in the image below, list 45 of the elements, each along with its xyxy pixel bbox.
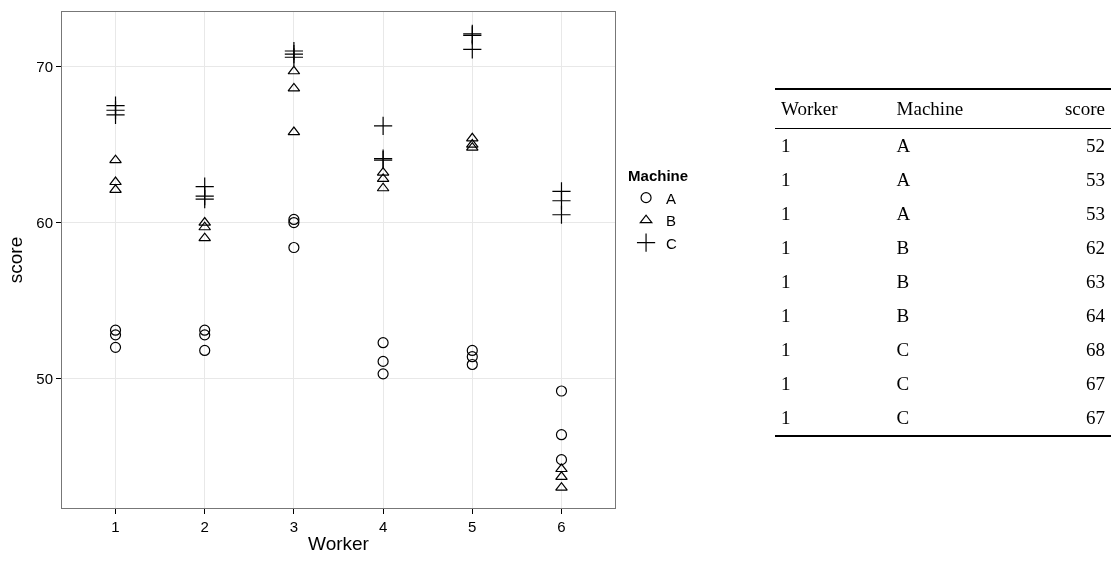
text: 1 (781, 237, 791, 258)
category-label: Machine (890, 89, 1024, 129)
text: 1 (781, 169, 791, 190)
text: 53 (1086, 169, 1105, 190)
text: C (896, 339, 910, 360)
x-tick-label: 3 (289, 518, 299, 535)
x-tick-label: 2 (200, 518, 209, 535)
text: 53 (1086, 203, 1105, 224)
text: A (896, 203, 911, 224)
text: C (896, 373, 910, 394)
legend-label: A (666, 189, 677, 207)
text: 1 (781, 135, 791, 156)
y-axis-title: score (5, 236, 27, 284)
text: C (896, 407, 910, 428)
text: 1 (781, 373, 791, 394)
y-tick-label: 50 (36, 369, 53, 387)
text: 67 (1086, 373, 1105, 394)
text: 52 (1086, 135, 1105, 156)
legend-title: Machine (628, 167, 689, 185)
text: B (896, 305, 910, 326)
x-tick-label: 4 (378, 518, 388, 535)
y-tick-label: 60 (36, 213, 53, 231)
text: A (896, 169, 911, 190)
text: 62 (1086, 237, 1105, 258)
text: 1 (781, 305, 791, 326)
x-axis-title: Worker (308, 532, 370, 554)
text: B (896, 237, 910, 258)
text: 63 (1086, 271, 1105, 292)
category-label: score (1023, 89, 1111, 129)
text: 1 (781, 407, 791, 428)
text: 1 (781, 339, 791, 360)
text: 1 (781, 271, 791, 292)
x-tick-label: 6 (557, 518, 566, 535)
text: B (896, 271, 910, 292)
legend-label: B (666, 212, 677, 229)
x-tick-label: 5 (468, 518, 477, 535)
legend-label: C (666, 234, 678, 252)
text: 64 (1086, 305, 1105, 326)
text: 68 (1086, 339, 1105, 360)
x-tick-label: 1 (111, 518, 120, 535)
text: 67 (1086, 407, 1105, 428)
text: A (896, 135, 911, 156)
category-label: Worker (775, 89, 891, 129)
y-tick-label: 70 (36, 57, 53, 75)
text: 1 (781, 203, 791, 224)
